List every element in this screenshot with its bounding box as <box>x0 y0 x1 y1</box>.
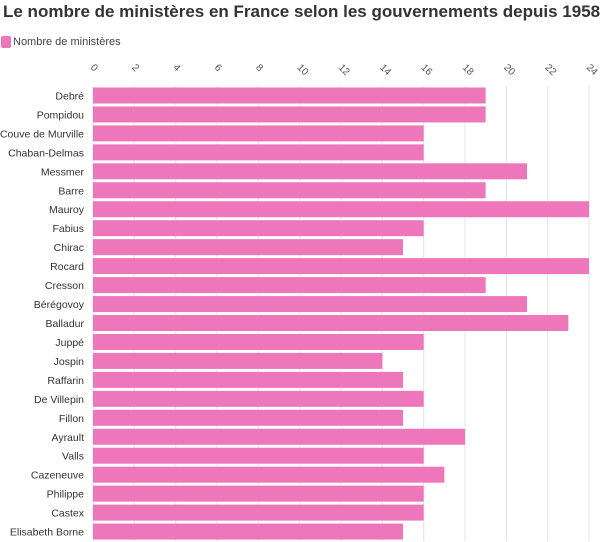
x-tick-label: 20 <box>501 62 517 78</box>
gridlines <box>92 86 590 542</box>
category-label: De Villepin <box>34 394 84 406</box>
bar <box>93 371 403 388</box>
bar <box>93 333 424 350</box>
x-tick-label: 8 <box>253 62 265 74</box>
category-label: Messmer <box>41 166 85 178</box>
bar <box>93 106 486 123</box>
x-tick-label: 6 <box>212 62 224 74</box>
category-label: Couve de Murville <box>0 128 84 140</box>
bar <box>93 428 465 445</box>
legend-swatch <box>1 36 11 48</box>
bars <box>93 87 589 540</box>
category-label: Cazeneuve <box>31 470 84 482</box>
category-label: Balladur <box>45 318 84 330</box>
x-tick-label: 24 <box>584 62 600 78</box>
bar <box>93 144 424 161</box>
category-label: Debré <box>55 90 84 102</box>
category-label: Barre <box>58 185 84 197</box>
x-tick-label: 18 <box>460 62 476 78</box>
category-label: Pompidou <box>37 109 84 121</box>
category-label: Chirac <box>54 242 84 254</box>
category-label: Castex <box>51 508 84 520</box>
category-label: Rocard <box>50 261 84 273</box>
x-tick-label: 12 <box>336 62 352 78</box>
bar <box>93 220 424 237</box>
category-label: Raffarin <box>47 375 84 387</box>
bar <box>93 523 403 540</box>
bar <box>93 125 424 142</box>
x-tick-label: 0 <box>88 62 100 74</box>
bar <box>93 466 445 483</box>
legend: Nombre de ministères <box>1 36 121 48</box>
x-tick-label: 2 <box>129 62 141 74</box>
category-label: Fabius <box>52 223 84 235</box>
x-tick-label: 10 <box>295 62 311 78</box>
chart-title: Le nombre de ministères en France selon … <box>3 2 601 21</box>
bar <box>93 239 403 256</box>
bar <box>93 315 569 331</box>
bar <box>93 258 589 275</box>
bar <box>93 163 527 180</box>
category-label: Juppé <box>55 337 84 349</box>
category-label: Chaban-Delmas <box>8 147 84 159</box>
category-label: Mauroy <box>49 204 85 216</box>
legend-label: Nombre de ministères <box>13 36 121 48</box>
x-axis-ticks: 0 2 4 6 8 10 12 14 16 18 20 22 24 <box>88 62 600 78</box>
bar <box>93 87 486 104</box>
bar <box>93 201 589 218</box>
x-tick-label: 14 <box>377 62 393 78</box>
x-tick-label: 16 <box>419 62 435 78</box>
bar <box>93 277 486 294</box>
bar <box>93 296 527 313</box>
category-label: Valls <box>62 451 84 463</box>
x-tick-label: 22 <box>543 62 559 78</box>
bar <box>93 485 424 502</box>
bar <box>93 409 403 426</box>
bar <box>93 182 486 199</box>
category-label: Jospin <box>54 356 85 368</box>
category-label: Cresson <box>45 280 84 292</box>
y-axis-labels: Debré Pompidou Couve de Murville Chaban-Del… <box>0 90 85 538</box>
bar <box>93 390 424 407</box>
category-label: Elisabeth Borne <box>10 527 84 539</box>
bar <box>93 504 424 521</box>
bar <box>93 447 424 464</box>
category-label: Bérégovoy <box>34 299 85 311</box>
category-label: Philippe <box>47 489 85 501</box>
x-tick-label: 4 <box>171 62 183 74</box>
category-label: Ayrault <box>52 432 85 444</box>
bar <box>93 352 383 369</box>
category-label: Fillon <box>59 413 84 425</box>
